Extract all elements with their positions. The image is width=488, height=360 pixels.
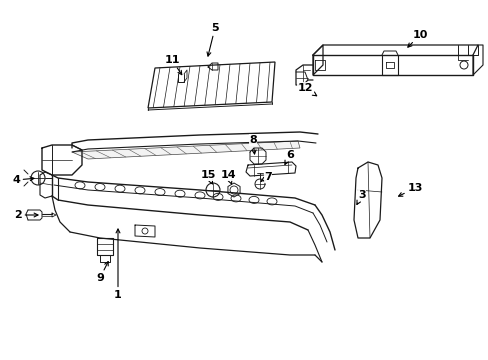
Text: 2: 2 — [14, 210, 38, 220]
Text: 12: 12 — [297, 83, 316, 96]
Polygon shape — [72, 141, 299, 159]
Text: 3: 3 — [356, 190, 365, 204]
Text: 8: 8 — [248, 135, 256, 154]
Text: 13: 13 — [398, 183, 422, 196]
Text: 5: 5 — [206, 23, 218, 56]
Text: 14: 14 — [220, 170, 235, 184]
Text: 9: 9 — [96, 262, 108, 283]
Text: 10: 10 — [407, 30, 427, 47]
Text: 1: 1 — [114, 229, 122, 300]
Text: 11: 11 — [164, 55, 182, 75]
Text: 6: 6 — [285, 150, 293, 165]
Text: 7: 7 — [261, 172, 271, 182]
Text: 15: 15 — [200, 170, 215, 184]
Text: 4: 4 — [12, 175, 34, 185]
